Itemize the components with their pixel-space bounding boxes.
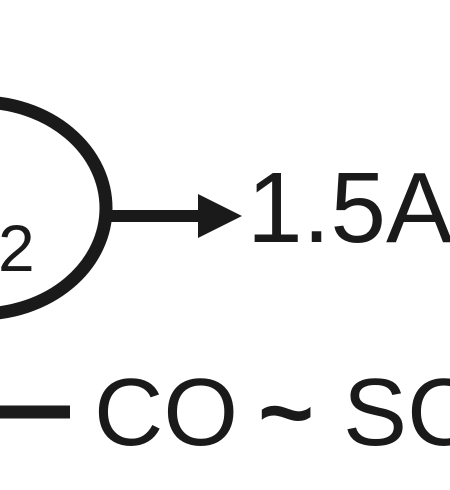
current-label: 1.5A <box>247 152 450 264</box>
node-ellipse <box>0 96 113 320</box>
ellipse-label: 2 <box>0 211 35 285</box>
formula-connector: ~ <box>258 359 314 466</box>
formula-left: CO <box>94 359 238 466</box>
arrow-head <box>198 194 242 238</box>
formula-right: SC <box>343 359 450 466</box>
